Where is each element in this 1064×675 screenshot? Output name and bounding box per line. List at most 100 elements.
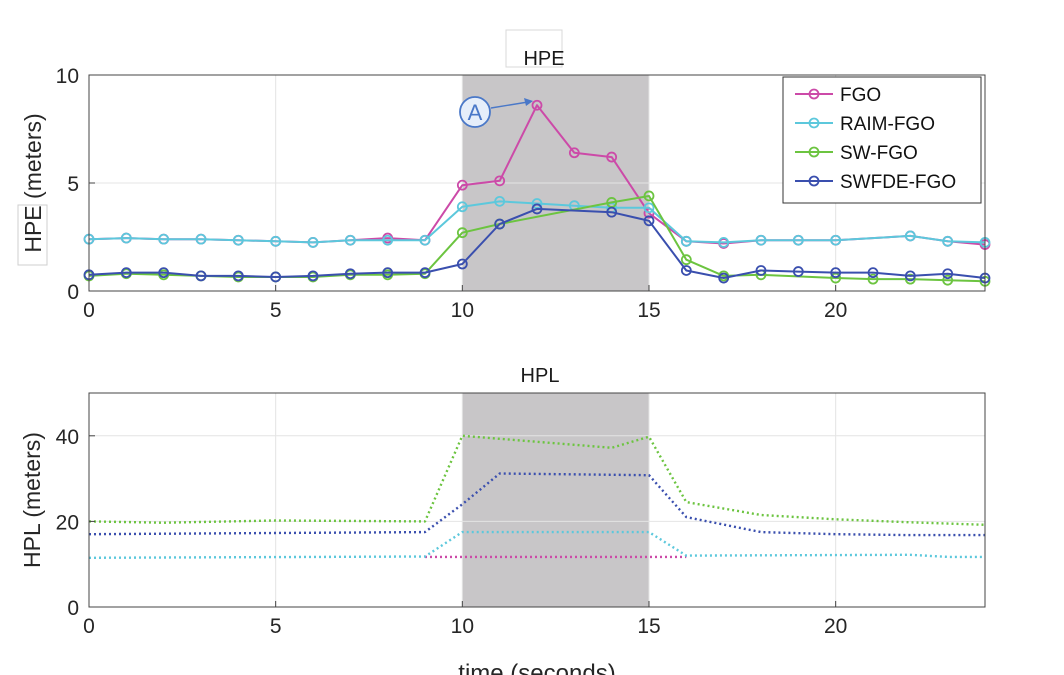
hpe-legend: FGO RAIM-FGO SW-FGO SWFDE-FGO — [782, 76, 982, 204]
hpe-data-point-swfde-fgo — [195, 270, 207, 282]
hpe-x-tick-label: 5 — [270, 299, 282, 322]
hpe-y-tick-label: 0 — [67, 281, 79, 304]
hpe-data-point-raim-fgo — [270, 235, 282, 247]
legend-marker-fgo — [808, 88, 820, 100]
hpe-data-point-sw-fgo — [456, 227, 468, 239]
hpe-y-tick-label: 5 — [67, 173, 79, 196]
hpe-title-box — [505, 29, 563, 68]
legend-label-swfde-fgo: SWFDE-FGO — [840, 172, 956, 193]
hpe-data-point-swfde-fgo — [382, 267, 394, 279]
hpe-data-point-raim-fgo — [718, 236, 730, 248]
hpe-data-point-swfde-fgo — [755, 265, 767, 276]
hpe-data-point-swfde-fgo — [307, 270, 319, 282]
annotation-a: A — [459, 96, 533, 128]
hpe-data-point-raim-fgo — [382, 234, 394, 246]
hpl-y-tick-label: 20 — [56, 511, 79, 534]
legend-marker-swfde-fgo — [808, 175, 820, 187]
x-axis-label: time (seconds) — [458, 660, 615, 675]
hpe-data-point-raim-fgo — [942, 235, 954, 247]
hpe-data-point-raim-fgo — [755, 234, 767, 246]
legend-marker-raim-fgo — [808, 117, 820, 129]
hpe-data-point-swfde-fgo — [120, 267, 132, 279]
hpl-panel: 0 5 10 15 20 0 20 40 HPL HPL (meters) time (sec… — [19, 365, 986, 675]
hpe-data-point-raim-fgo — [232, 234, 244, 246]
hpe-data-point-swfde-fgo — [830, 267, 842, 279]
legend-label-raim-fgo: RAIM-FGO — [840, 114, 935, 135]
hpe-data-point-sw-fgo — [643, 190, 655, 202]
hpe-series-line-swfde-fgo — [88, 207, 986, 279]
hpe-data-point-raim-fgo — [904, 230, 916, 242]
hpe-data-point-raim-fgo — [195, 233, 207, 245]
hpe-data-point-swfde-fgo — [718, 272, 730, 284]
hpl-series-line-series-3 — [88, 472, 985, 537]
hpl-x-tick-label: 10 — [451, 615, 474, 638]
hpe-ylabel-box — [17, 204, 48, 266]
hpl-x-tick-label: 20 — [824, 615, 847, 638]
hpe-data-point-swfde-fgo — [643, 215, 655, 227]
hpe-data-point-swfde-fgo — [344, 268, 356, 280]
hpe-data-point-swfde-fgo — [680, 265, 692, 276]
hpe-data-point-swfde-fgo — [419, 267, 431, 279]
hpe-data-point-swfde-fgo — [942, 268, 954, 280]
hpe-data-point-raim-fgo — [680, 235, 692, 247]
hpe-x-tick-label: 10 — [451, 299, 474, 322]
hpe-data-point-raim-fgo — [344, 234, 356, 246]
hpe-y-tick-label: 10 — [56, 65, 79, 88]
hpl-series-line-series-2 — [88, 530, 985, 559]
hpe-data-point-swfde-fgo — [232, 270, 244, 282]
hpe-data-point-raim-fgo — [792, 234, 804, 246]
hpe-chart-title: HPE — [523, 48, 564, 70]
hpe-series-lines — [83, 99, 991, 287]
hpe-data-point-raim-fgo — [419, 234, 431, 246]
legend-label-sw-fgo: SW-FGO — [840, 143, 918, 164]
hpl-x-tick-label: 5 — [270, 615, 282, 638]
hpe-data-point-fgo — [568, 147, 580, 159]
hpe-data-point-fgo — [494, 175, 506, 187]
hpl-x-tick-label: 0 — [83, 615, 95, 638]
hpl-y-axis-label: HPL (meters) — [19, 432, 45, 568]
annotation-a-arrow — [490, 101, 529, 109]
hpe-data-point-swfde-fgo — [606, 206, 618, 218]
hpe-data-point-swfde-fgo — [456, 258, 468, 270]
hpl-series-lines — [88, 434, 986, 559]
hpl-series-line-series-4 — [88, 434, 986, 526]
hpe-data-point-swfde-fgo — [531, 203, 543, 215]
annotation-a-circle — [459, 96, 491, 128]
hpl-plot-frame — [88, 392, 986, 608]
hpe-x-tick-label: 15 — [637, 299, 660, 322]
hpl-x-tick-label: 15 — [637, 615, 660, 638]
hpe-data-point-swfde-fgo — [904, 270, 916, 282]
hpe-data-point-raim-fgo — [830, 234, 842, 246]
annotation-a-arrowhead — [524, 98, 533, 106]
hpl-chart-title: HPL — [521, 365, 560, 387]
hpl-shaded-region — [462, 393, 649, 607]
hpe-y-axis-label: HPE (meters) — [20, 113, 46, 252]
hpe-series-line-raim-fgo — [88, 200, 986, 244]
legend-label-fgo: FGO — [840, 85, 881, 106]
annotation-a-label: A — [468, 100, 483, 125]
hpe-data-point-swfde-fgo — [158, 267, 170, 279]
hpe-data-point-swfde-fgo — [792, 266, 804, 277]
hpe-data-point-raim-fgo — [456, 201, 468, 213]
hpl-y-tick-label: 0 — [67, 597, 79, 620]
hpe-data-point-raim-fgo — [307, 236, 319, 248]
hpe-data-point-fgo — [531, 99, 543, 111]
hpe-data-point-raim-fgo — [120, 232, 132, 244]
hpe-data-point-raim-fgo — [158, 233, 170, 245]
hpe-data-point-fgo — [606, 151, 618, 163]
hpe-data-point-sw-fgo — [680, 254, 692, 266]
hpe-data-point-swfde-fgo — [270, 271, 282, 283]
legend-items: FGO RAIM-FGO SW-FGO SWFDE-FGO — [795, 85, 956, 193]
hpe-data-point-sw-fgo — [942, 274, 954, 286]
hpe-axis-ticks: 0 5 10 15 20 0 5 10 — [56, 65, 848, 322]
hpe-x-tick-label: 20 — [824, 299, 847, 322]
hpe-data-point-swfde-fgo — [867, 267, 879, 279]
hpl-y-tick-label: 40 — [56, 426, 79, 449]
hpe-data-point-raim-fgo — [643, 202, 655, 214]
hpl-axis-ticks: 0 5 10 15 20 0 20 40 — [56, 426, 848, 638]
hpe-panel: 0 5 10 15 20 0 5 10 HPE HPE (meters) A FGO RAIM-… — [17, 29, 991, 322]
hpe-data-point-swfde-fgo — [494, 218, 506, 230]
hpe-x-tick-label: 0 — [83, 299, 95, 322]
hpl-grid — [89, 393, 985, 607]
